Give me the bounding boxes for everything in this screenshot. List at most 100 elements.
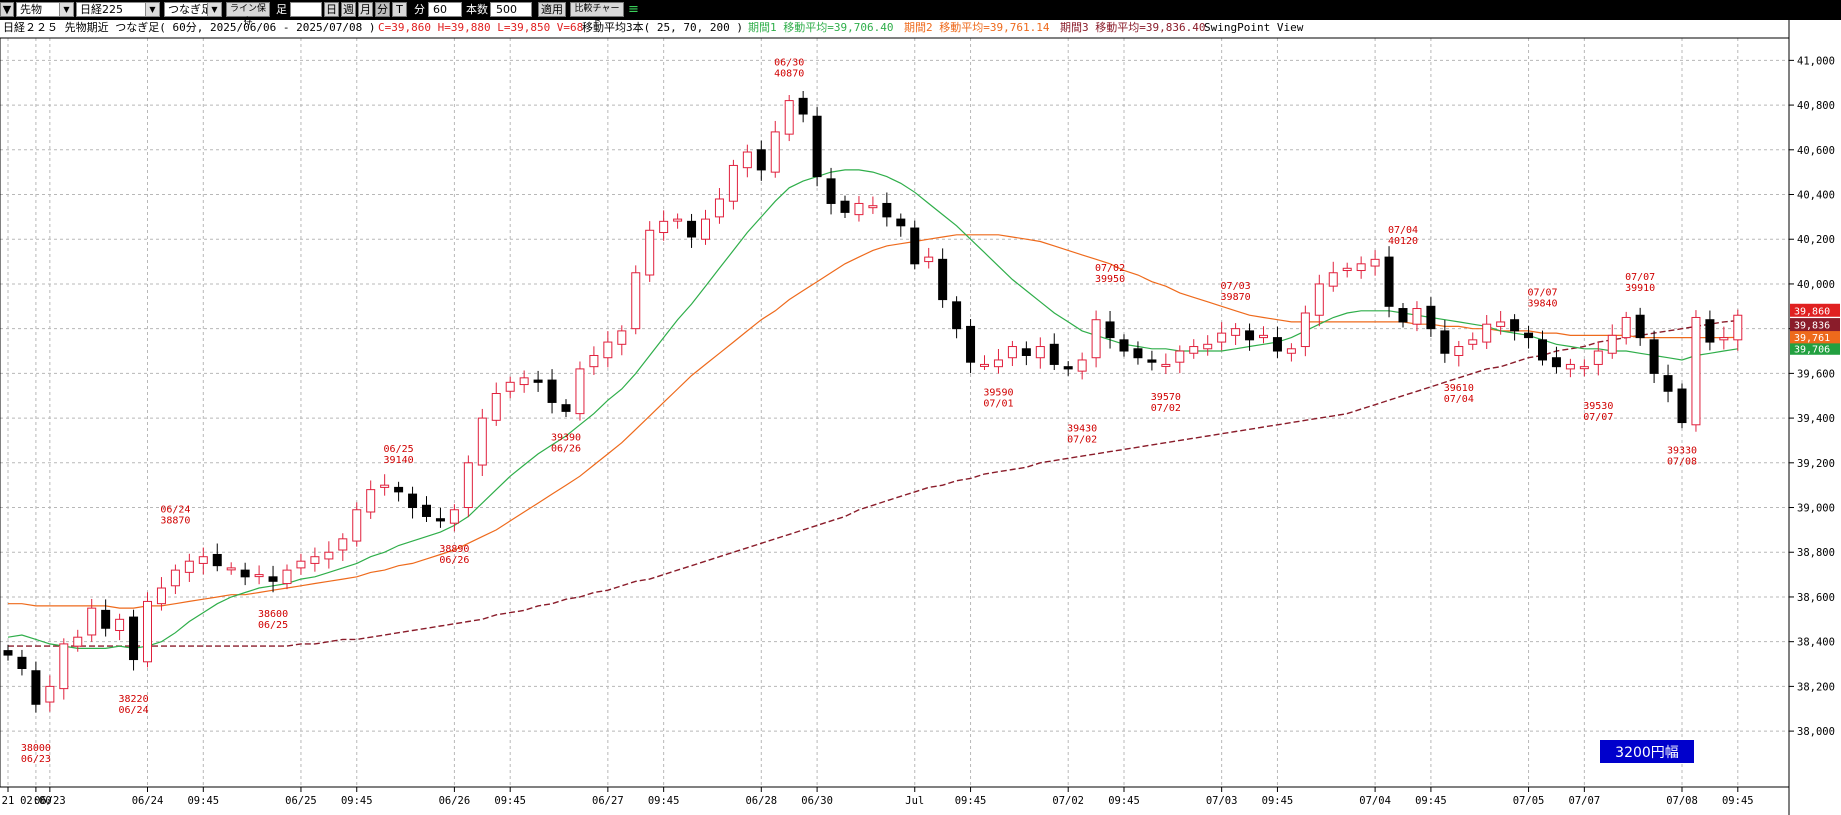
candle [1551,346,1561,374]
candle [1538,330,1547,366]
candle [1356,256,1366,279]
candle [1649,330,1659,383]
x-tick-label: 07/04 [1359,795,1391,807]
candle-body [463,462,473,509]
swing-date-label: 07/07 [1527,288,1557,299]
count-value-input[interactable]: 500 [490,2,532,17]
candle-body [1035,346,1045,359]
swing-date-label: 06/23 [21,754,51,765]
candle-body [352,509,362,542]
line-save-button[interactable]: ライン保存 [226,2,270,27]
plot-frame [0,37,1790,788]
candle [1468,332,1478,350]
candle [589,346,599,375]
candle-body [170,569,180,587]
candle [422,496,431,523]
candle-body [435,518,445,522]
candle-body [1272,337,1282,352]
y-tick-label: 40,600 [1797,145,1835,157]
ma3-price-tag-bg [1790,318,1840,332]
candle [212,543,222,572]
candle [31,661,41,713]
candle [1021,341,1031,366]
apply-button[interactable]: 適用 [538,2,566,17]
bar-minute-button[interactable]: 分 [375,2,390,17]
candle-body [589,354,599,368]
candle [1328,261,1338,292]
candle-body [1049,343,1059,365]
candle [1217,322,1227,351]
candle-body [143,600,152,663]
instrument-select[interactable]: 日経225 ▼ [76,2,160,17]
candle-body [184,560,194,573]
candle-body [1342,267,1352,272]
candle [254,565,264,585]
y-tick-label: 38,200 [1797,681,1835,693]
candle-body [631,272,641,330]
candle-body [1203,343,1213,350]
swing-date-label: 06/26 [439,555,469,566]
candle-body [1314,283,1324,316]
candle-body [1384,256,1394,307]
candle [770,120,780,178]
y-tick-label: 38,400 [1797,637,1835,649]
x-tick-label: 09:45 [1415,795,1447,807]
swing-price-label: 38220 [118,694,148,705]
current-price-tag-bg [1790,303,1840,317]
compare-chart-button[interactable]: 比較チャート [570,2,624,27]
candle [826,167,836,215]
candle [659,210,669,241]
candle-body [296,560,306,569]
chart-menu-icon[interactable]: ≡ [628,2,639,17]
candle [129,609,139,671]
candle-body [366,489,376,513]
x-tick-label: 07/02 [1052,795,1084,807]
candle [561,399,571,417]
candle [1524,325,1534,349]
candle [198,547,208,575]
bar-day-button[interactable]: 日 [324,2,339,17]
continuation-select[interactable]: つなぎ足 ▼ [164,2,222,17]
candle-body [254,574,264,578]
bar-month-button[interactable]: 月 [358,2,373,17]
menu-dropdown-button[interactable]: ▼ [0,2,14,17]
minute-value-input[interactable]: 60 [428,2,462,17]
x-tick-label: 07/05 [1513,795,1545,807]
minute-unit-label: 分 [414,3,425,16]
candle [1189,339,1199,359]
candle [868,196,878,214]
ma1-line [7,169,1738,650]
candle-body [338,538,348,551]
candle [115,613,125,641]
axes: 38,000 38,200 38,400 38,600 38,800 39,000 39,2… [0,20,1840,815]
swing-price-label: 39590 [983,388,1013,399]
candle-body [1328,272,1338,287]
candle [714,188,724,224]
candle-body [156,587,166,605]
candle-body [770,131,780,173]
candle-body [742,151,752,169]
bar-color-box[interactable] [290,2,322,17]
bar-week-button[interactable]: 週 [341,2,356,17]
swing-points: 3800006/233822006/2406/24388703860006/25… [21,57,1697,765]
candle-body [115,618,125,631]
candle-body [714,198,724,218]
candle [1203,335,1213,356]
candle-body [1607,334,1617,354]
ma-settings-label: 移動平均3本( 25, 70, 200 ) [582,20,743,34]
candle-body [324,551,334,560]
instrument-type-select[interactable]: 先物 ▼ [16,2,74,17]
candle [143,592,152,668]
x-tick-label: 06/25 [285,795,317,807]
candle [896,213,906,237]
swing-price-label: 39870 [1221,292,1251,303]
bar-tick-button[interactable]: T [392,2,407,17]
x-tick-label: 09:45 [341,795,373,807]
candle [1133,341,1143,365]
candle [101,599,111,637]
candle [1691,310,1701,432]
y-tick-label: 38,000 [1797,726,1835,738]
y-tick-label: 40,200 [1797,234,1835,246]
chart-grid [0,38,1789,787]
x-tick-label: 06/26 [439,795,471,807]
